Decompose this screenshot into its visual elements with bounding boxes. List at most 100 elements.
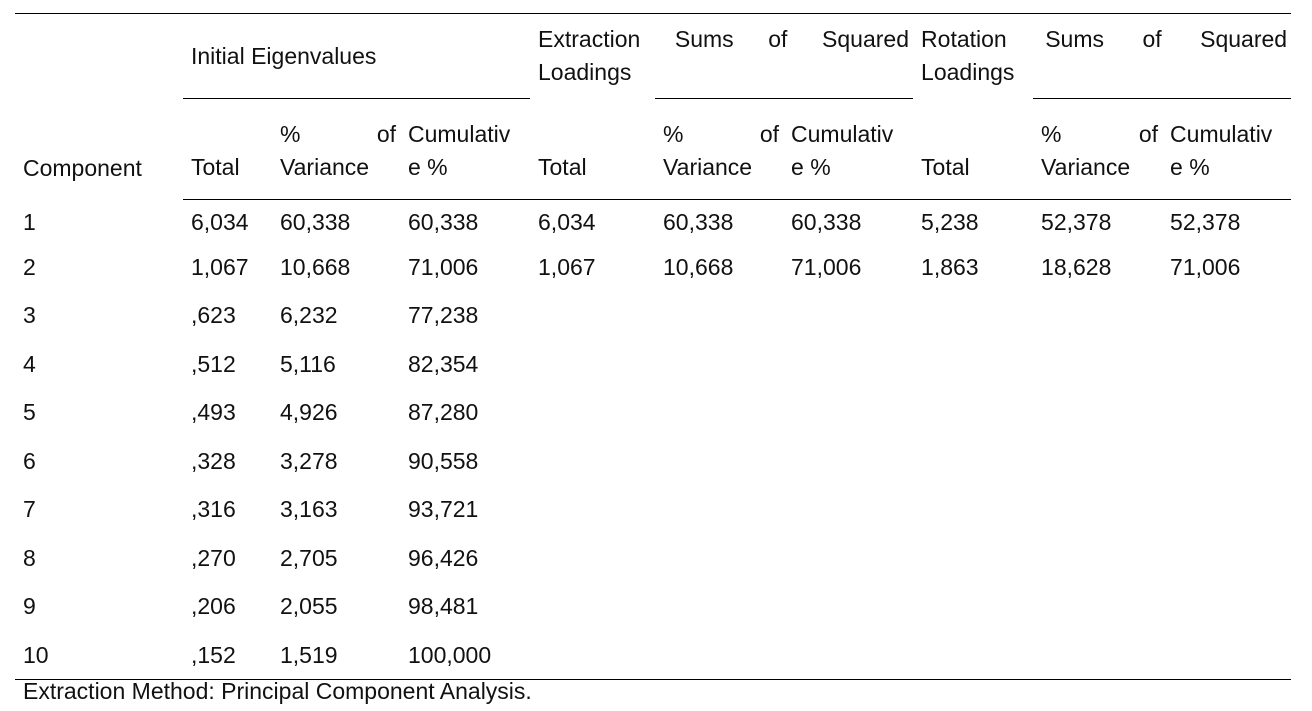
table-cell [783,292,913,341]
rotation-pct-variance-header: % of Variance [1033,98,1163,200]
table-cell: 77,238 [408,302,479,329]
table-cell [1162,437,1291,486]
table-cell [783,389,913,438]
component-number-cell: 10 [15,631,183,680]
table-cell: 18,628 [1041,253,1112,280]
component-number-cell: 6 [23,447,36,474]
initial-eigenvalues-header: Initial Eigenvalues [183,13,531,99]
component-number-cell: 2 [23,253,36,280]
table-cell: 52,378 [1170,209,1241,235]
component-number-cell: 5 [23,399,36,426]
table-body: 1 6,034 60,338 60,338 6,034 60,338 60,338 5,238… [15,200,1292,680]
table-cell: 52,378 [1041,209,1112,235]
table-cell: 5,116 [280,350,336,377]
table-cell [530,437,655,486]
table-cell: 82,354 [408,350,479,377]
table-cell [655,631,784,680]
table-row: 6 ,328 3,278 90,558 [15,437,1291,486]
table-cell: 6,034 [538,209,596,235]
table-cell [530,631,656,680]
table-cell: 71,006 [408,253,479,280]
table-cell: 60,338 [408,209,479,235]
table-cell: 100,000 [400,631,531,680]
table-cell: 6,034 [191,209,249,235]
table-cell [1033,583,1162,632]
table-cell: 1,863 [921,253,979,280]
table-cell [530,486,655,535]
table-cell: 71,006 [791,253,862,280]
table-cell [530,292,655,341]
table-cell [783,631,914,680]
table-cell [913,583,1033,632]
initial-cumulative-header: Cumulativ e % [400,98,531,200]
table-row: 7 ,316 3,163 93,721 [15,486,1291,535]
table-cell [530,583,655,632]
table-cell: 60,338 [663,209,734,235]
table-cell: 1,067 [538,253,596,280]
extraction-cumulative-header: Cumulativ e % [783,98,914,200]
table-row: 8 ,270 2,705 96,426 [15,534,1291,583]
component-number-cell: 1 [23,208,36,235]
table-cell [1162,583,1291,632]
initial-pct-variance-header: % of Variance [272,98,400,200]
table-cell: 60,338 [791,209,862,235]
table-row: 10,152 1,519 100,000 [15,631,1292,680]
table-cell [530,340,655,389]
table-cell: ,623 [191,302,236,329]
table-cell [1033,340,1162,389]
table-cell [1033,534,1162,583]
table-cell: ,512 [191,350,236,377]
rotation-total-header: Total [913,98,1034,200]
header-row-groups: Component Initial Eigenvalues Extraction… [15,13,1292,200]
table-cell [655,340,783,389]
table-cell [783,534,913,583]
table-cell: 3,278 [280,447,338,474]
table-cell [913,534,1033,583]
component-number-cell: 9 [23,593,36,620]
table-cell [783,486,913,535]
table-cell: 96,426 [408,544,479,571]
table-cell: ,206 [191,593,236,620]
table-cell [1162,534,1291,583]
component-number-cell: 4 [23,350,36,377]
table-cell [913,292,1033,341]
total-variance-explained-table: Component Initial Eigenvalues Extraction… [15,13,1292,680]
table-cell [530,389,655,438]
table-cell [655,292,783,341]
component-number-cell: 8 [23,544,36,571]
table-cell: 1,519 [272,631,400,680]
table-cell: 87,280 [408,399,479,426]
table-cell: 90,558 [408,447,479,474]
extraction-total-header: Total [530,98,656,200]
table-cell [1033,389,1162,438]
table-cell: ,328 [191,447,236,474]
table-cell [655,486,783,535]
table-cell [913,437,1033,486]
table-cell: ,152 [183,631,272,680]
component-header: Component [15,13,183,200]
table-cell: 5,238 [921,209,979,235]
table-cell: 1,067 [191,253,249,280]
table-cell: ,316 [191,496,236,523]
table-cell [655,389,783,438]
table-cell [1033,292,1162,341]
table-cell: 93,721 [408,496,479,523]
table-cell [655,583,783,632]
table-cell: ,493 [191,399,236,426]
table-cell [655,437,783,486]
component-number-cell: 7 [23,496,36,523]
table-cell: 98,481 [408,593,479,620]
header-row-subcolumns: Total % of Variance Cumulativ e % Total %… [15,98,1292,200]
table-cell [783,340,913,389]
table-row: 3 ,623 6,232 77,238 [15,292,1291,341]
table-row: 1 6,034 60,338 60,338 6,034 60,338 60,338 5,238… [15,200,1291,244]
table-cell [1162,292,1291,341]
table-cell [1162,631,1292,680]
table-cell [913,486,1033,535]
table-cell: 2,705 [280,544,338,571]
table-cell [783,437,913,486]
table-row: 5 ,493 4,926 87,280 [15,389,1291,438]
initial-total-header: Total [183,98,272,200]
table-cell [783,583,913,632]
table-cell: ,270 [191,544,236,571]
